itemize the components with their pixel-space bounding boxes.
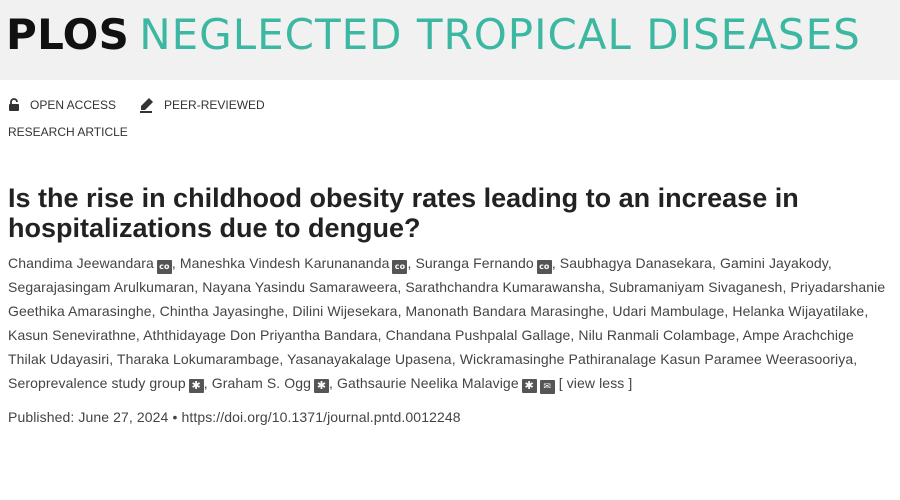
author-name[interactable]: Chandima Jeewandara xyxy=(8,255,154,271)
author-name[interactable]: Segarajasingam Arulkumaran xyxy=(8,279,195,295)
author-entry: Gathsaurie Neelika Malavige ✱ ✉ xyxy=(337,375,559,394)
article-type: RESEARCH ARTICLE xyxy=(8,125,128,139)
author-entry: Wickramasinghe Pathiranalage Kasun Param… xyxy=(459,351,858,367)
mail-icon[interactable]: ✉ xyxy=(539,380,555,394)
author-entry: Gamini Jayakody, xyxy=(720,255,832,271)
view-less-link[interactable]: [ view less ] xyxy=(558,375,633,391)
author-entry: Chandana Pushpalal Gallage, xyxy=(385,327,579,343)
author-name[interactable]: Priyadarshanie Geethika Amarasinghe xyxy=(8,279,886,319)
author-entry: Suranga Fernando co, xyxy=(415,255,559,274)
author-name[interactable]: Tharaka Lokumarambage xyxy=(116,351,280,367)
asterisk-icon[interactable]: ✱ xyxy=(314,379,330,393)
author-entry: Seroprevalence study group ✱, xyxy=(8,375,212,393)
publication-info: Published: June 27, 2024 • https://doi.o… xyxy=(8,409,900,425)
author-name[interactable]: Helanka Wijayatilake xyxy=(732,303,865,319)
author-name[interactable]: Wickramasinghe Pathiranalage Kasun Param… xyxy=(459,351,854,367)
author-name[interactable]: Nayana Yasindu Samaraweera xyxy=(202,279,398,295)
author-name[interactable]: Suranga Fernando xyxy=(415,255,534,271)
author-entry: Subramaniyam Sivaganesh, xyxy=(608,279,791,295)
author-name[interactable]: Manonath Bandara Marasinghe xyxy=(405,303,605,319)
author-name[interactable]: Aththidayage Don Priyantha Bandara xyxy=(143,327,378,343)
author-entry: Manonath Bandara Marasinghe, xyxy=(405,303,613,319)
author-entry: Maneshka Vindesh Karunananda co, xyxy=(179,255,416,274)
author-entry: Aththidayage Don Priyantha Bandara, xyxy=(143,327,386,343)
peer-reviewed-label: PEER-REVIEWED xyxy=(164,98,265,112)
bullet-separator: • xyxy=(172,409,178,425)
author-entry: Udari Mambulage, xyxy=(612,303,733,319)
author-name[interactable]: Gathsaurie Neelika Malavige xyxy=(337,375,519,391)
equal-contribution-icon[interactable]: co xyxy=(392,260,408,274)
author-entry: Nayana Yasindu Samaraweera, xyxy=(202,279,406,295)
access-badges: OPEN ACCESS PEER-REVIEWED xyxy=(8,94,900,116)
equal-contribution-icon[interactable]: co xyxy=(156,260,172,274)
author-name[interactable]: Yasanayakalage Upasena xyxy=(287,351,452,367)
author-entry: Segarajasingam Arulkumaran, xyxy=(8,279,203,295)
author-name[interactable]: Sarathchandra Kumarawansha xyxy=(405,279,601,295)
article-header: OPEN ACCESS PEER-REVIEWED RESEARCH ARTIC… xyxy=(0,94,900,425)
asterisk-icon[interactable]: ✱ xyxy=(188,379,204,393)
author-entry: Yasanayakalage Upasena, xyxy=(287,351,460,367)
author-entry: Dilini Wijesekara, xyxy=(292,303,406,319)
author-entry: Graham S. Ogg ✱, xyxy=(211,375,338,393)
author-name[interactable]: Ampe Arachchige Thilak Udayasiri xyxy=(8,327,854,367)
published-label: Published: xyxy=(8,409,75,425)
author-name[interactable]: Maneshka Vindesh Karunananda xyxy=(179,255,390,271)
masthead: PLOS NEGLECTED TROPICAL DISEASES xyxy=(0,0,900,80)
published-date: June 27, 2024 xyxy=(78,409,169,425)
pen-icon xyxy=(140,98,154,113)
author-name[interactable]: Graham S. Ogg xyxy=(211,375,312,391)
author-name[interactable]: Nilu Ranmali Colambage xyxy=(578,327,736,343)
author-list: Chandima Jeewandara co, Maneshka Vindesh … xyxy=(8,251,893,395)
equal-contribution-icon[interactable]: co xyxy=(536,260,552,274)
article-title: Is the rise in childhood obesity rates l… xyxy=(8,183,799,243)
author-entry: Helanka Wijayatilake, xyxy=(732,303,869,319)
open-access-label: OPEN ACCESS xyxy=(30,98,117,112)
author-name[interactable]: Dilini Wijesekara xyxy=(292,303,398,319)
open-access-badge[interactable]: OPEN ACCESS xyxy=(8,98,116,112)
author-entry: Nilu Ranmali Colambage, xyxy=(578,327,743,343)
author-name[interactable]: Gamini Jayakody xyxy=(720,255,828,271)
author-entry: Priyadarshanie Geethika Amarasinghe, xyxy=(8,279,886,319)
author-entry: Ampe Arachchige Thilak Udayasiri, xyxy=(8,327,854,367)
asterisk-icon[interactable]: ✱ xyxy=(521,379,537,393)
author-name[interactable]: Kasun Senevirathne xyxy=(8,327,136,343)
plos-brand: PLOS xyxy=(6,10,130,59)
open-lock-icon xyxy=(9,98,19,111)
author-name[interactable]: Subramaniyam Sivaganesh xyxy=(608,279,783,295)
author-entry: Chintha Jayasinghe, xyxy=(159,303,293,319)
peer-reviewed-badge[interactable]: PEER-REVIEWED xyxy=(140,97,265,113)
author-entry: Kasun Senevirathne, xyxy=(8,327,144,343)
doi-link[interactable]: https://doi.org/10.1371/journal.pntd.001… xyxy=(181,409,461,425)
author-entry: Saubhagya Danasekara, xyxy=(559,255,721,271)
author-name[interactable]: Udari Mambulage xyxy=(612,303,725,319)
journal-title: NEGLECTED TROPICAL DISEASES xyxy=(139,10,861,59)
author-entry: Tharaka Lokumarambage, xyxy=(116,351,288,367)
author-name[interactable]: Saubhagya Danasekara xyxy=(559,255,713,271)
journal-logo[interactable]: PLOS NEGLECTED TROPICAL DISEASES xyxy=(6,8,861,62)
author-name[interactable]: Chandana Pushpalal Gallage xyxy=(385,327,571,343)
author-entry: Chandima Jeewandara co, xyxy=(8,255,180,274)
author-name[interactable]: Seroprevalence study group xyxy=(8,375,186,391)
author-entry: Sarathchandra Kumarawansha, xyxy=(405,279,609,295)
author-name[interactable]: Chintha Jayasinghe xyxy=(159,303,285,319)
